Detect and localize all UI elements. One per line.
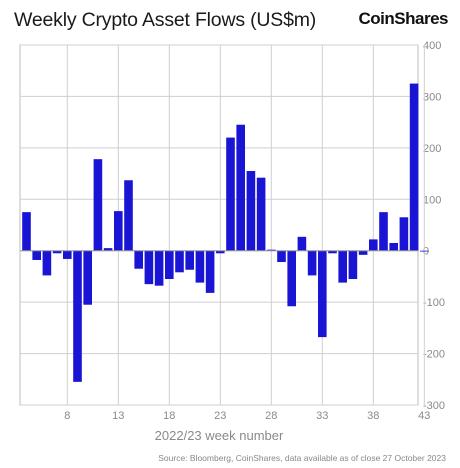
- bar: [42, 250, 52, 276]
- bar: [216, 250, 225, 254]
- y-tick-label: -200: [423, 349, 445, 361]
- bar: [328, 250, 337, 254]
- bar: [287, 250, 296, 307]
- bar: [389, 243, 398, 251]
- brand-logo: CoinShares: [358, 9, 449, 28]
- y-tick-label: -100: [423, 297, 445, 309]
- bar: [297, 236, 307, 251]
- bar: [165, 250, 174, 279]
- x-tick-label: 38: [367, 410, 379, 422]
- bar: [83, 250, 92, 305]
- bar: [318, 250, 327, 338]
- x-tick-label: 18: [163, 410, 175, 422]
- bar: [63, 250, 72, 259]
- y-tick-label: -300: [423, 400, 445, 412]
- bar: [369, 239, 378, 251]
- bar: [226, 137, 235, 251]
- chart-title: Weekly Crypto Asset Flows (US$m): [14, 9, 317, 31]
- bar: [195, 250, 205, 283]
- x-tick-label: 43: [418, 410, 430, 422]
- bar: [205, 250, 215, 293]
- y-tick-label: 400: [423, 40, 441, 52]
- bar: [420, 250, 429, 252]
- bar: [32, 250, 41, 260]
- bar: [124, 180, 133, 251]
- bar: [114, 211, 123, 251]
- bar: [256, 177, 266, 251]
- y-tick-label: 300: [423, 91, 441, 103]
- bar: [93, 159, 103, 251]
- bar: [185, 250, 194, 270]
- x-tick-label: 28: [265, 410, 277, 422]
- bar: [348, 250, 358, 279]
- bar: [338, 250, 347, 283]
- bar: [236, 124, 245, 251]
- source-note: Source: Bloomberg, CoinShares, data avai…: [158, 453, 446, 463]
- x-tick-label: 23: [214, 410, 226, 422]
- bar: [399, 217, 409, 251]
- bar: [358, 250, 368, 255]
- y-tick-label: 100: [423, 194, 441, 206]
- bar: [103, 248, 113, 251]
- bar: [22, 212, 31, 251]
- bar: [277, 250, 286, 263]
- bar: [267, 249, 276, 251]
- bar: [134, 250, 143, 269]
- x-tick-label: 8: [64, 410, 70, 422]
- y-tick-label: 0: [423, 246, 429, 258]
- bar: [154, 250, 164, 286]
- bar: [175, 250, 184, 273]
- bar: [379, 212, 388, 251]
- bar: [144, 250, 154, 285]
- x-tick-label: 13: [112, 410, 124, 422]
- bar: [52, 250, 62, 254]
- bar: [73, 250, 82, 382]
- bar: [307, 250, 317, 276]
- x-axis-label: 2022/23 week number: [154, 428, 284, 443]
- bar: [409, 83, 419, 251]
- x-tick-label: 33: [316, 410, 328, 422]
- y-tick-label: 200: [423, 143, 441, 155]
- bar: [246, 171, 256, 251]
